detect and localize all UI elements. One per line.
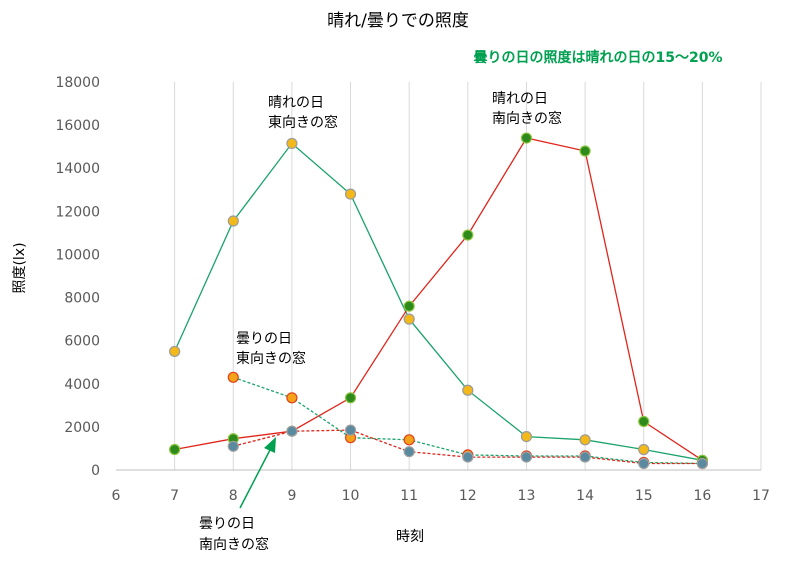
- x-tick-label: 16: [693, 488, 711, 504]
- data-point-sunny_east: [286, 137, 298, 150]
- annotation-line: 南向きの窓: [492, 110, 562, 127]
- data-point-cloudy_south: [638, 457, 650, 470]
- data-point-sunny_east: [344, 188, 357, 200]
- data-point-cloudy_east: [286, 392, 298, 404]
- data-point-sunny_south: [638, 415, 650, 428]
- x-axis-label: 時刻: [396, 529, 424, 545]
- data-point-cloudy_east: [227, 371, 239, 383]
- x-tick-label: 17: [752, 488, 770, 504]
- annotation-sunny-east: 晴れの日 東向きの窓: [268, 95, 338, 131]
- x-tick-label: 13: [518, 488, 536, 504]
- x-tick-label: 6: [112, 488, 121, 504]
- data-point-sunny_east: [579, 434, 591, 446]
- grid-lines: [174, 82, 762, 470]
- annotation-cloudy-east: 曇りの日 東向きの窓: [236, 331, 306, 367]
- annotation-line: 曇りの日: [236, 331, 292, 347]
- y-tick-label: 8000: [64, 291, 100, 307]
- annotation-sunny-south: 晴れの日 南向きの窓: [492, 91, 562, 127]
- chart-title: 晴れ/曇りでの照度: [327, 11, 469, 31]
- x-tick-label: 15: [635, 488, 653, 504]
- y-tick-label: 6000: [64, 334, 100, 350]
- y-tick-label: 18000: [55, 75, 100, 91]
- x-tick-label: 9: [287, 488, 296, 504]
- data-point-sunny_east: [638, 443, 650, 456]
- x-tick-label: 12: [459, 488, 477, 504]
- y-tick-label: 10000: [55, 247, 100, 263]
- data-point-sunny_east: [403, 313, 415, 325]
- data-point-sunny_south: [462, 229, 474, 241]
- y-tick-label: 2000: [64, 420, 100, 436]
- data-point-cloudy_east: [403, 434, 415, 446]
- data-point-sunny_east: [462, 384, 474, 396]
- annotation-line: 南向きの窓: [199, 536, 269, 553]
- y-tick-label: 12000: [55, 204, 100, 220]
- x-tick-labels: 6 7 8 9 10 11 12 13 14 15 16 17: [112, 488, 770, 504]
- y-tick-label: 0: [91, 463, 100, 479]
- data-point-sunny_south: [344, 392, 357, 404]
- series-line-sunny_south: [174, 137, 703, 461]
- data-point-cloudy_south: [696, 457, 708, 470]
- annotation-line: 曇りの日: [199, 516, 255, 532]
- arrow-shaft: [239, 447, 272, 509]
- annotation-line: 晴れの日: [492, 91, 548, 107]
- data-point-cloudy_south: [579, 451, 591, 463]
- data-point-sunny_south: [403, 300, 415, 312]
- data-point-cloudy_south: [227, 440, 239, 452]
- y-tick-label: 16000: [55, 118, 100, 134]
- annotation-cloudy-south: 曇りの日 南向きの窓: [199, 516, 269, 553]
- x-tick-label: 7: [170, 488, 179, 504]
- arrow-head: [264, 437, 276, 453]
- data-point-cloudy_south: [403, 446, 415, 458]
- annotation-line: 東向きの窓: [268, 114, 338, 131]
- x-tick-label: 11: [400, 488, 418, 504]
- y-tick-label: 4000: [64, 377, 100, 393]
- y-tick-labels: 0 2000 4000 6000 8000 10000 12000 14000 16000 180…: [55, 75, 100, 479]
- x-tick-label: 8: [229, 488, 238, 504]
- annotation-line: 東向きの窓: [236, 350, 306, 367]
- data-point-sunny_south: [579, 145, 591, 157]
- x-tick-label: 10: [342, 488, 360, 504]
- data-point-sunny_east: [520, 430, 533, 443]
- y-tick-label: 14000: [55, 161, 100, 177]
- data-point-cloudy_south: [344, 424, 357, 436]
- annotation-arrow: [239, 437, 276, 509]
- data-point-sunny_east: [169, 345, 181, 358]
- y-axis-label: 照度(lx): [12, 242, 28, 293]
- data-point-sunny_south: [169, 443, 181, 456]
- data-point-cloudy_south: [286, 425, 298, 437]
- series-points: [169, 132, 708, 470]
- data-point-sunny_south: [520, 132, 533, 144]
- annotation-line: 晴れの日: [268, 95, 324, 111]
- series-lines: [174, 137, 703, 465]
- chart-note: 曇りの日の照度は晴れの日の15～20%: [474, 49, 723, 66]
- data-point-cloudy_south: [520, 451, 533, 463]
- data-point-cloudy_south: [462, 451, 474, 463]
- x-tick-label: 14: [576, 488, 594, 504]
- data-point-sunny_east: [227, 215, 239, 227]
- series-line-sunny_east: [174, 142, 703, 461]
